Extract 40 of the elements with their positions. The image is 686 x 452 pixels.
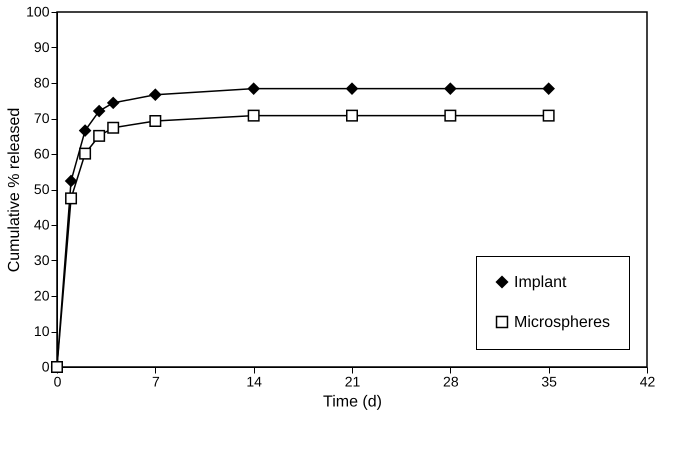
point xyxy=(444,110,456,122)
y-tick-label: 0 xyxy=(42,358,50,374)
y-tick-label: 40 xyxy=(34,216,50,232)
y-tick-label: 70 xyxy=(34,110,50,126)
point xyxy=(149,88,162,101)
point xyxy=(248,110,260,122)
x-tick-label: 14 xyxy=(246,374,262,390)
x-tick-label: 28 xyxy=(443,374,459,390)
point xyxy=(149,114,162,127)
y-tick-label: 30 xyxy=(34,252,50,268)
point xyxy=(248,82,260,95)
y-tick-label: 90 xyxy=(34,39,50,55)
point xyxy=(93,105,106,118)
point xyxy=(107,96,120,109)
point xyxy=(346,110,358,122)
legend-label: Microspheres xyxy=(514,314,610,331)
point xyxy=(93,130,106,142)
point xyxy=(79,124,92,137)
y-axis-title: Cumulative % released xyxy=(6,108,24,272)
point xyxy=(65,174,78,187)
point xyxy=(444,82,456,95)
y-tick-label: 50 xyxy=(34,181,50,197)
point xyxy=(107,122,120,134)
point xyxy=(79,148,92,160)
x-tick-label: 0 xyxy=(54,374,62,390)
point xyxy=(346,82,358,95)
y-tick-label: 100 xyxy=(26,4,50,20)
x-axis-title: Time (d) xyxy=(323,394,382,410)
y-tick-label: 60 xyxy=(34,146,50,162)
x-tick-label: 21 xyxy=(344,374,360,390)
y-tick-label: 10 xyxy=(34,323,50,339)
point xyxy=(542,110,555,122)
x-tick-label: 7 xyxy=(152,374,160,390)
point xyxy=(65,192,78,204)
x-tick-label: 42 xyxy=(640,374,656,390)
x-tick-label: 35 xyxy=(541,374,558,390)
point xyxy=(542,82,555,95)
y-tick-label: 20 xyxy=(34,288,50,304)
legend-label: Implant xyxy=(514,274,568,291)
y-tick-label: 80 xyxy=(34,74,50,90)
